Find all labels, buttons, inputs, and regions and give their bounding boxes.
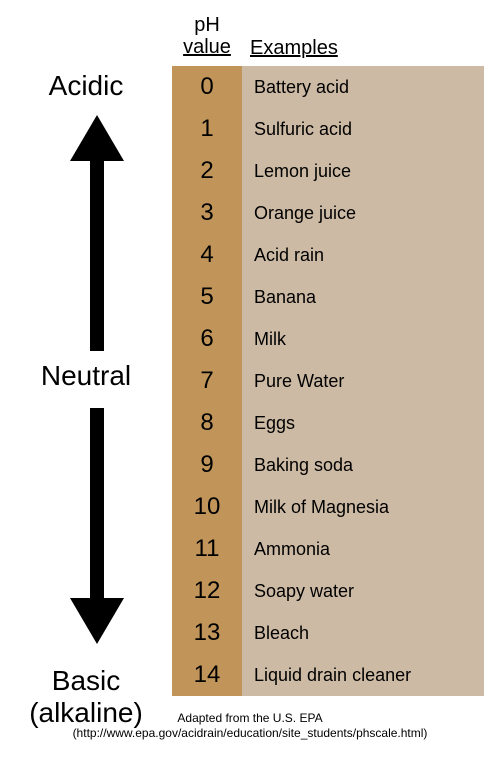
- ph-value-cell: 0: [172, 66, 242, 108]
- table-row: 3Orange juice: [172, 192, 484, 234]
- ph-value-cell: 11: [172, 528, 242, 570]
- table-row: 14Liquid drain cleaner: [172, 654, 484, 696]
- ph-header-line2: value: [183, 36, 231, 58]
- table-row: 2Lemon juice: [172, 150, 484, 192]
- table-row: 10Milk of Magnesia: [172, 486, 484, 528]
- ph-value-cell: 1: [172, 108, 242, 150]
- ph-value-cell: 7: [172, 360, 242, 402]
- arrow-down-icon: [70, 408, 124, 644]
- ph-value-cell: 8: [172, 402, 242, 444]
- example-cell: Lemon juice: [242, 150, 484, 192]
- scale-labels-column: Acidic Neutral Basic (alkaline): [0, 60, 172, 700]
- example-cell: Soapy water: [242, 570, 484, 612]
- citation: Adapted from the U.S. EPA (http://www.ep…: [0, 711, 500, 741]
- citation-line2: (http://www.epa.gov/acidrain/education/s…: [73, 726, 428, 740]
- table-row: 6Milk: [172, 318, 484, 360]
- example-cell: Banana: [242, 276, 484, 318]
- example-cell: Battery acid: [242, 66, 484, 108]
- example-cell: Acid rain: [242, 234, 484, 276]
- example-cell: Baking soda: [242, 444, 484, 486]
- ph-value-cell: 5: [172, 276, 242, 318]
- ph-value-cell: 6: [172, 318, 242, 360]
- ph-table: 0Battery acid1Sulfuric acid2Lemon juice3…: [172, 66, 484, 696]
- table-headers: pH value Examples: [172, 14, 484, 64]
- example-cell: Milk of Magnesia: [242, 486, 484, 528]
- table-row: 13Bleach: [172, 612, 484, 654]
- example-cell: Bleach: [242, 612, 484, 654]
- table-row: 5Banana: [172, 276, 484, 318]
- ph-value-cell: 3: [172, 192, 242, 234]
- basic-label-line1: Basic: [52, 665, 120, 696]
- ph-header-line1: pH: [194, 14, 220, 36]
- table-row: 11Ammonia: [172, 528, 484, 570]
- ph-value-cell: 13: [172, 612, 242, 654]
- example-cell: Sulfuric acid: [242, 108, 484, 150]
- table-row: 8Eggs: [172, 402, 484, 444]
- ph-value-cell: 14: [172, 654, 242, 696]
- example-cell: Pure Water: [242, 360, 484, 402]
- ph-value-cell: 4: [172, 234, 242, 276]
- example-cell: Liquid drain cleaner: [242, 654, 484, 696]
- table-row: 12Soapy water: [172, 570, 484, 612]
- table-row: 9Baking soda: [172, 444, 484, 486]
- example-cell: Eggs: [242, 402, 484, 444]
- example-cell: Orange juice: [242, 192, 484, 234]
- neutral-label: Neutral: [0, 360, 172, 392]
- examples-header: Examples: [242, 37, 338, 60]
- table-row: 4Acid rain: [172, 234, 484, 276]
- table-row: 7Pure Water: [172, 360, 484, 402]
- ph-value-cell: 9: [172, 444, 242, 486]
- ph-value-cell: 2: [172, 150, 242, 192]
- example-cell: Milk: [242, 318, 484, 360]
- table-row: 0Battery acid: [172, 66, 484, 108]
- ph-scale-diagram: Acidic Neutral Basic (alkaline) pH value…: [0, 0, 500, 781]
- ph-value-header: pH value: [172, 14, 242, 58]
- example-cell: Ammonia: [242, 528, 484, 570]
- arrow-up-icon: [70, 115, 124, 351]
- ph-value-cell: 12: [172, 570, 242, 612]
- table-row: 1Sulfuric acid: [172, 108, 484, 150]
- ph-value-cell: 10: [172, 486, 242, 528]
- acidic-label: Acidic: [0, 70, 172, 102]
- citation-line1: Adapted from the U.S. EPA: [177, 711, 322, 725]
